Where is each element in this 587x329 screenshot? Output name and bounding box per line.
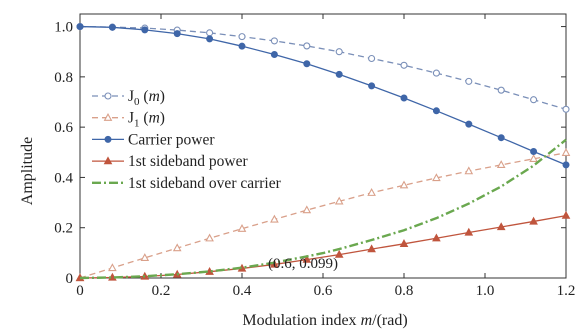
data-point — [400, 94, 408, 102]
series-carrier-power — [76, 23, 570, 169]
data-point — [562, 161, 570, 169]
annotation-label: (0.6, 0.099) — [268, 256, 338, 272]
legend-marker — [103, 112, 113, 121]
data-point — [270, 37, 278, 45]
data-point — [108, 263, 117, 272]
legend-label: Carrier power — [128, 131, 215, 148]
data-point — [76, 23, 84, 31]
data-point — [368, 82, 376, 90]
x-tick-label: 1.0 — [476, 283, 495, 299]
data-point — [497, 86, 505, 94]
data-point — [205, 233, 214, 242]
data-point — [432, 69, 440, 77]
data-point — [173, 30, 181, 38]
y-axis-title: Amplitude — [19, 137, 36, 205]
x-tick-label: 0.6 — [314, 283, 333, 299]
legend-marker — [104, 135, 112, 143]
data-point — [141, 26, 149, 34]
x-tick-label: 0.2 — [152, 283, 171, 299]
legend-label: 1st sideband over carrier — [128, 175, 282, 192]
x-tick-label: 0.4 — [233, 283, 252, 299]
data-point — [497, 134, 505, 142]
data-point — [270, 50, 278, 58]
data-point — [464, 166, 474, 175]
y-tick-label: 0.4 — [54, 170, 73, 186]
series-line — [79, 152, 567, 279]
series-layer — [75, 23, 571, 282]
y-tick-label: 0 — [66, 271, 74, 287]
data-point — [270, 214, 279, 223]
data-point — [302, 205, 312, 214]
x-tick-label: 1.2 — [557, 283, 576, 299]
y-tick-label: 0.6 — [54, 120, 73, 136]
data-point — [237, 223, 247, 232]
data-point — [335, 70, 343, 78]
data-point — [335, 48, 343, 56]
data-point — [206, 35, 214, 43]
data-point — [496, 222, 506, 231]
legend: J0 (m)J1 (m)Carrier power 1st sideband po… — [92, 88, 282, 192]
x-tick-label: 0 — [76, 283, 84, 299]
series-line — [79, 25, 567, 110]
data-point — [368, 54, 376, 63]
data-point — [432, 233, 441, 242]
data-point — [140, 253, 150, 262]
data-point — [367, 244, 376, 253]
series-1st-sideband-over-carrier — [79, 138, 567, 280]
data-point — [529, 154, 538, 162]
data-point — [400, 61, 408, 69]
y-tick-label: 0.2 — [54, 221, 73, 237]
data-point — [399, 239, 409, 247]
data-point — [206, 29, 214, 37]
legend-label: J0 (m) — [128, 88, 165, 108]
legend-marker — [104, 92, 112, 100]
x-axis-title: Modulation index m/(rad) — [242, 312, 407, 329]
legend-marker — [103, 156, 113, 165]
y-tick-label: 1.0 — [54, 20, 73, 36]
data-point — [530, 96, 538, 104]
y-tick-label: 0.8 — [54, 70, 73, 86]
data-point — [172, 243, 182, 252]
legend-label: 1st sideband power — [128, 153, 249, 170]
data-point — [302, 254, 312, 263]
series-j1-m — [75, 148, 571, 282]
data-point — [561, 148, 571, 156]
data-point — [432, 107, 440, 115]
data-point — [108, 23, 116, 31]
series-line — [79, 138, 567, 280]
data-point — [303, 60, 311, 68]
data-point — [303, 42, 311, 50]
data-point — [465, 120, 473, 128]
data-point — [562, 105, 570, 113]
data-point — [334, 249, 344, 258]
series-line — [79, 25, 567, 166]
data-point — [334, 196, 344, 205]
data-point — [496, 160, 506, 169]
data-point — [399, 180, 409, 189]
data-point — [238, 33, 246, 41]
data-point — [561, 210, 571, 219]
data-point — [432, 173, 441, 182]
data-point — [367, 188, 376, 196]
axes: 0 0.2 0.4 0.6 0.8 1.0 1.2 0 0.2 0.4 0.6 0.8 1.0 — [54, 13, 576, 299]
data-point — [464, 227, 474, 236]
data-point — [530, 148, 538, 156]
data-point — [465, 77, 473, 85]
data-point — [529, 216, 538, 225]
legend-label: J1 (m) — [128, 110, 165, 130]
data-point — [238, 42, 246, 50]
x-tick-label: 0.8 — [395, 283, 414, 299]
